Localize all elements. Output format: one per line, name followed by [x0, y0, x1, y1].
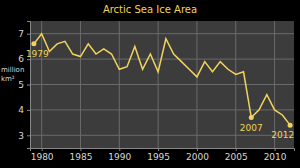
background: [0, 0, 300, 168]
grid-line: [119, 21, 120, 148]
plot-area: [30, 21, 294, 148]
tick: 1980: [31, 148, 54, 162]
grid-line: [235, 21, 236, 148]
tick-label: 6: [18, 54, 24, 64]
tick-label: 1990: [108, 152, 131, 162]
annotation-label: 2012: [271, 130, 294, 140]
tick-label: 2005: [225, 152, 248, 162]
tick-label: 7: [18, 29, 24, 39]
y-axis-label-line: km²: [1, 75, 15, 83]
tick-label: 2000: [186, 152, 209, 162]
grid-line: [30, 84, 294, 85]
annotation-label: 1979: [26, 49, 49, 59]
title: Arctic Sea Ice Area: [103, 4, 197, 15]
tick-label: 2010: [264, 152, 287, 162]
tick: 2000: [186, 148, 209, 162]
tick: 1995: [147, 148, 170, 162]
tick: 2010: [264, 148, 287, 162]
tick-mark: [27, 85, 30, 86]
grid-line: [30, 33, 294, 34]
grid: [30, 21, 294, 148]
y-axis: 3 4 5 6 7: [18, 22, 30, 149]
annotations: 1979 2007 2012: [26, 49, 294, 140]
y-axis-label-line: million: [1, 66, 24, 74]
tick-label: 4: [18, 105, 24, 115]
tick-mark: [80, 148, 81, 151]
tick-mark: [275, 148, 276, 151]
grid-line: [196, 21, 197, 148]
axis-line: [27, 22, 31, 149]
x-axis: 1980 1985 1990 1995 2000 2005 2010: [31, 148, 295, 162]
annotation-point: [31, 41, 36, 46]
tick-label: 1980: [31, 152, 54, 162]
y-axis-label: millionkm²: [1, 66, 24, 83]
tick-label: 5: [18, 80, 24, 90]
tick: 5: [18, 80, 30, 90]
marks: [31, 34, 292, 128]
tick: 2005: [225, 148, 248, 162]
tick-mark: [27, 135, 30, 136]
tick: 1985: [70, 148, 93, 162]
tick-mark: [27, 59, 30, 60]
grid-line: [158, 21, 159, 148]
tick: 1990: [108, 148, 131, 162]
tick-mark: [27, 34, 30, 35]
grid-line: [30, 135, 294, 136]
grid-line: [41, 21, 42, 148]
grid-line: [80, 21, 81, 148]
tick-mark: [119, 148, 120, 151]
grid-line: [274, 21, 275, 148]
tick: 3: [18, 131, 30, 141]
tick-label: 3: [18, 131, 24, 141]
tick-mark: [42, 148, 43, 151]
grid-line: [30, 59, 294, 60]
chart: 1980 1985 1990 1995 2000 2005 2010 3 4 5 6 71979 200…: [0, 0, 300, 168]
data-line: [34, 34, 290, 125]
tick-mark: [197, 148, 198, 151]
tick-mark: [27, 110, 30, 111]
tick-mark: [158, 148, 159, 151]
grid-line: [30, 109, 294, 110]
annotation-label: 2007: [240, 123, 263, 133]
tick: 4: [18, 105, 30, 115]
axis-line: [31, 149, 295, 152]
tick-label: 1985: [70, 152, 93, 162]
annotation-point: [249, 115, 254, 120]
tick-label: 1995: [147, 152, 170, 162]
tick-mark: [236, 148, 237, 151]
tick: 7: [18, 29, 30, 39]
annotation-point: [288, 123, 293, 128]
